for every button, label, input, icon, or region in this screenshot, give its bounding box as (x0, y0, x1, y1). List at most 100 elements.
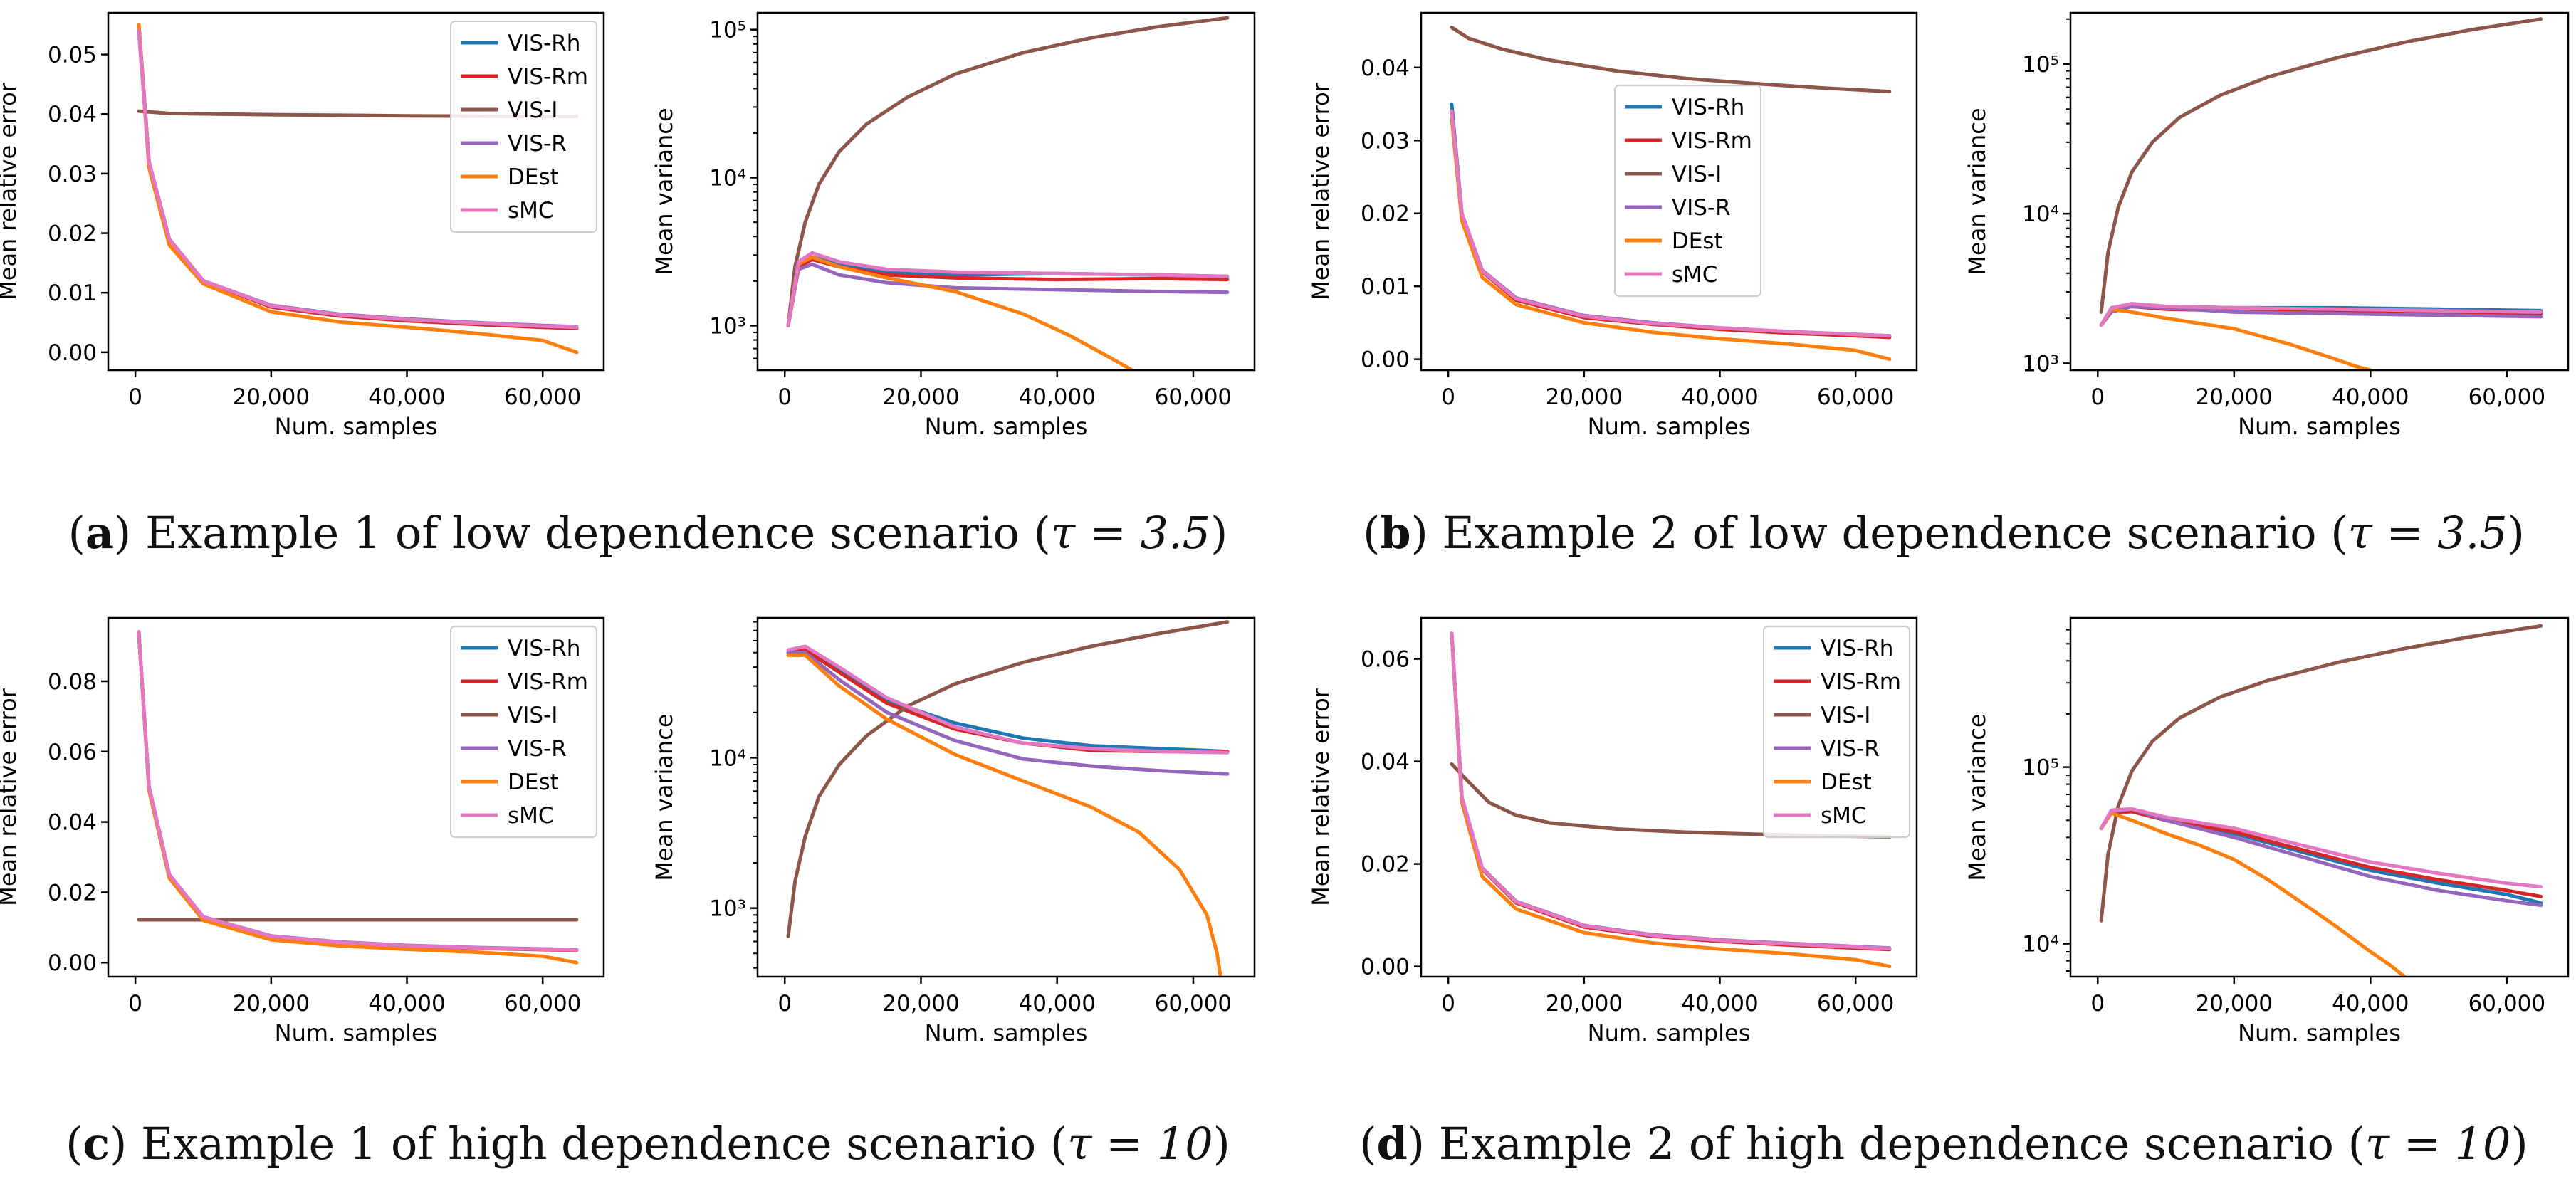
y-tick-label: 0.02 (1361, 852, 1410, 878)
y-tick-label: 0.04 (1361, 56, 1410, 81)
legend-label: VIS-Rm (1821, 669, 1901, 695)
series-line-smc (2099, 302, 2543, 327)
y-tick-label: 0.04 (48, 102, 97, 127)
series-lines (2099, 17, 2543, 370)
series-line-vis-rh (786, 648, 1230, 754)
y-axis-label: Mean relative error (1307, 82, 1334, 300)
series-line-dest (1450, 631, 1892, 969)
series-lines (1450, 631, 1892, 969)
chart-c-var: 0 20,000 40,000 60,000 10³ 10⁴ Num. samples Mea… (651, 616, 1256, 1046)
legend: VIS-Rh VIS-Rm VIS-I VIS-R DEst sMC (1613, 85, 1761, 297)
x-tick-label: 20,000 (1546, 384, 1623, 410)
plot-frame (756, 616, 1256, 978)
series-lines (2099, 624, 2543, 977)
series-line-dest (1450, 117, 1892, 362)
series-line-vis-rm (2099, 809, 2543, 898)
y-tick-label: 10⁵ (709, 18, 746, 43)
x-tick-label: 0 (1441, 991, 1455, 1017)
x-tick-label: 40,000 (2332, 991, 2409, 1017)
legend-label: VIS-I (1821, 703, 1870, 728)
y-tick-label: 10⁴ (2022, 932, 2059, 957)
series-line-smc (786, 644, 1230, 755)
x-tick-label: 60,000 (1817, 991, 1894, 1017)
y-tick-label: 0.04 (48, 810, 97, 836)
series-line-dest (2099, 811, 2407, 977)
legend-label: VIS-R (1821, 736, 1880, 762)
y-tick-label: 10⁴ (2022, 201, 2059, 227)
y-tick-label: 0.03 (1361, 128, 1410, 154)
series-line-smc (2099, 807, 2543, 889)
y-tick-label: 0.06 (48, 740, 97, 765)
legend-label: VIS-R (1672, 195, 1731, 221)
x-axis-label: Num. samples (925, 413, 1088, 440)
series-line-vis-r (786, 262, 1230, 327)
legend-box (450, 21, 597, 233)
y-axis-label: Mean relative error (0, 688, 21, 906)
legend-label: VIS-I (508, 98, 557, 123)
plot-frame (756, 11, 1256, 372)
legend-label: DEst (1672, 229, 1723, 254)
caption-d: (d) Example 2 of high dependence scenari… (1359, 1118, 2528, 1170)
x-tick-label: 40,000 (1018, 384, 1095, 410)
x-tick-label: 0 (2090, 384, 2105, 410)
y-tick-label: 0.05 (48, 43, 97, 68)
legend-box (1763, 626, 1910, 838)
x-tick-label: 40,000 (368, 384, 445, 410)
x-tick-label: 60,000 (1155, 384, 1232, 410)
series-line-smc (1450, 631, 1892, 950)
x-tick-label: 0 (777, 991, 792, 1017)
x-tick-label: 0 (1441, 384, 1455, 410)
y-tick-label: 0.01 (1361, 274, 1410, 300)
x-axis-label: Num. samples (925, 1019, 1088, 1046)
series-line-vis-rm (786, 258, 1230, 327)
series-line-dest (2099, 307, 2372, 370)
y-tick-label: 0.04 (1361, 750, 1410, 775)
series-lines (137, 23, 579, 355)
y-tick-label: 10⁵ (2022, 755, 2059, 781)
caption-b: (b) Example 2 of low dependence scenario… (1363, 507, 2525, 559)
series-line-vis-i (2099, 17, 2543, 314)
x-tick-label: 20,000 (1546, 991, 1623, 1017)
y-tick-label: 0.02 (1361, 201, 1410, 227)
x-tick-label: 20,000 (882, 384, 959, 410)
x-tick-label: 20,000 (233, 991, 310, 1017)
y-tick-label: 0.01 (48, 280, 97, 306)
x-tick-label: 40,000 (2332, 384, 2409, 410)
series-line-vis-i (1450, 26, 1892, 94)
x-axis-label: Num. samples (1588, 1019, 1751, 1046)
x-axis-label: Num. samples (1588, 413, 1751, 440)
y-tick-label: 0.00 (1361, 955, 1410, 980)
y-tick-label: 0.02 (48, 221, 97, 247)
y-tick-label: 10⁵ (2022, 52, 2059, 78)
x-tick-label: 20,000 (233, 384, 310, 410)
plot-frame (107, 11, 605, 372)
x-axis-label: Num. samples (275, 413, 438, 440)
y-axis-label: Mean relative error (0, 82, 21, 300)
plot-frame (2069, 616, 2570, 978)
y-axis-label: Mean variance (651, 107, 678, 275)
legend-label: DEst (508, 770, 559, 795)
legend-label: VIS-Rm (508, 669, 588, 695)
y-tick-label: 0.00 (48, 950, 97, 976)
legend-label: DEst (1821, 770, 1872, 795)
x-tick-label: 60,000 (1155, 991, 1232, 1017)
x-tick-label: 20,000 (2196, 991, 2273, 1017)
y-tick-label: 0.06 (1361, 647, 1410, 673)
y-tick-label: 0.00 (1361, 347, 1410, 373)
y-tick-label: 10³ (709, 313, 746, 339)
legend-label: sMC (1672, 262, 1718, 288)
series-line-dest (786, 255, 1134, 370)
legend-label: VIS-Rh (1672, 95, 1744, 120)
chart-c-error: 0 20,000 40,000 60,000 0.00 0.02 0.04 0.06 0.08 N… (0, 616, 605, 1046)
caption-a: (a) Example 1 of low dependence scenario… (68, 507, 1228, 559)
y-tick-label: 0.00 (48, 340, 97, 366)
series-line-vis-rh (2099, 808, 2543, 905)
y-tick-label: 10³ (709, 896, 746, 922)
x-tick-label: 40,000 (1681, 991, 1758, 1017)
legend-label: sMC (508, 803, 554, 829)
legend-label: sMC (508, 198, 554, 224)
legend-label: VIS-Rm (508, 64, 588, 90)
y-tick-label: 0.08 (48, 669, 97, 695)
legend-label: VIS-R (508, 736, 567, 762)
